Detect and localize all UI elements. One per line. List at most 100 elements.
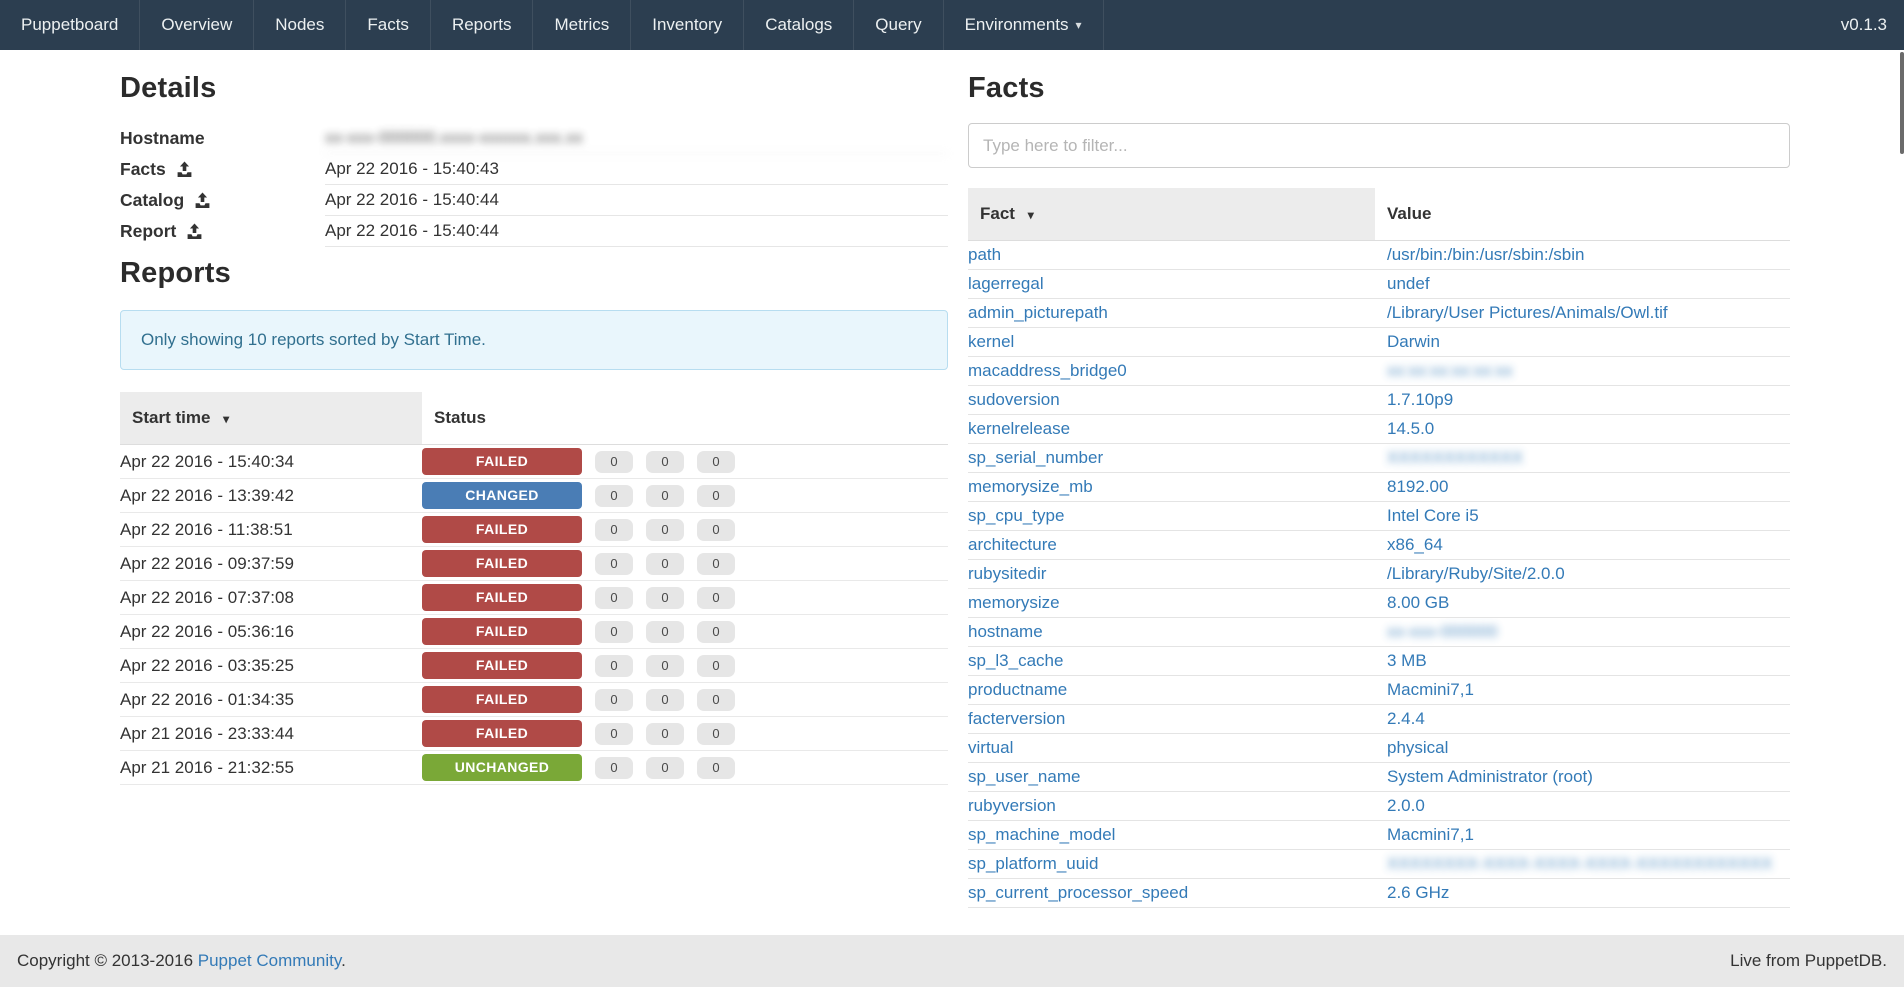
table-row: memorysize_mb 8192.00 xyxy=(968,472,1790,502)
fact-link[interactable]: rubyversion xyxy=(968,796,1056,815)
fact-name-cell: virtual xyxy=(968,733,1375,763)
fact-link[interactable]: lagerregal xyxy=(968,274,1044,293)
table-row: memorysize 8.00 GB xyxy=(968,588,1790,618)
nav-item-reports[interactable]: Reports xyxy=(431,0,534,50)
metric-counter: 0 xyxy=(595,756,633,779)
nav-item-environments[interactable]: Environments ▾ xyxy=(944,0,1104,50)
fact-name-cell: lagerregal xyxy=(968,269,1375,299)
fact-link[interactable]: productname xyxy=(968,680,1068,699)
nav-item-query[interactable]: Query xyxy=(854,0,944,50)
detail-row-hostname: Hostname xx-xxx-000000.xxxx-xxxxxx.xxx.x… xyxy=(120,123,948,154)
fact-link[interactable]: sp_machine_model xyxy=(968,825,1116,844)
fact-link[interactable]: sp_current_processor_speed xyxy=(968,883,1189,902)
fact-value: 1.7.10p9 xyxy=(1387,390,1454,409)
table-row: sp_platform_uuid XXXXXXXX-XXXX-XXXX-XXXX-… xyxy=(968,849,1790,879)
puppet-community-link[interactable]: Puppet Community xyxy=(197,951,342,970)
column-header-value[interactable]: Value xyxy=(1375,188,1790,241)
fact-name-cell: sp_l3_cache xyxy=(968,646,1375,676)
fact-name-cell: sp_current_processor_speed xyxy=(968,878,1375,908)
metric-counter: 0 xyxy=(697,450,735,473)
fact-value: Intel Core i5 xyxy=(1387,506,1479,525)
metric-counter: 0 xyxy=(595,654,633,677)
status-badge: FAILED xyxy=(422,686,582,713)
metric-counter: 0 xyxy=(595,518,633,541)
nav-item-metrics[interactable]: Metrics xyxy=(533,0,632,50)
fact-link[interactable]: memorysize xyxy=(968,593,1060,612)
fact-link[interactable]: macaddress_bridge0 xyxy=(968,361,1127,380)
fact-name-cell: rubyversion xyxy=(968,791,1375,821)
puppetdb-status-text: Live from PuppetDB. xyxy=(1730,951,1887,970)
fact-value-cell: XXXXXXXX-XXXX-XXXX-XXXX-XXXXXXXXXXXX xyxy=(1375,849,1790,879)
detail-label: Catalog xyxy=(120,190,185,210)
node-details-column: Details Hostname xx-xxx-000000.xxxx-xxxx… xyxy=(120,62,948,935)
fact-value: /usr/bin:/bin:/usr/sbin:/sbin xyxy=(1387,245,1585,264)
status-badge: FAILED xyxy=(422,720,582,747)
report-status-cell: FAILED 0 0 0 xyxy=(422,648,948,683)
fact-link[interactable]: facterversion xyxy=(968,709,1066,728)
nav-items: Overview Nodes Facts Reports Metrics Inventor… xyxy=(140,0,944,50)
fact-link[interactable]: memorysize_mb xyxy=(968,477,1093,496)
metric-counter: 0 xyxy=(595,484,633,507)
fact-link[interactable]: architecture xyxy=(968,535,1057,554)
nav-item-nodes[interactable]: Nodes xyxy=(254,0,347,50)
fact-link[interactable]: sp_cpu_type xyxy=(968,506,1065,525)
upload-icon[interactable] xyxy=(194,192,211,209)
metric-counter: 0 xyxy=(646,756,684,779)
column-header-start-time[interactable]: Start time ▾ xyxy=(120,392,422,445)
metric-counter: 0 xyxy=(697,722,735,745)
fact-link[interactable]: kernel xyxy=(968,332,1015,351)
sort-desc-icon: ▾ xyxy=(223,412,230,426)
vertical-scrollbar-thumb[interactable] xyxy=(1900,52,1904,154)
nav-item-inventory[interactable]: Inventory xyxy=(631,0,745,50)
table-row: sp_l3_cache 3 MB xyxy=(968,646,1790,676)
fact-link[interactable]: virtual xyxy=(968,738,1014,757)
metric-counter: 0 xyxy=(646,450,684,473)
fact-link[interactable]: sp_l3_cache xyxy=(968,651,1064,670)
upload-icon[interactable] xyxy=(176,161,193,178)
fact-link[interactable]: sp_serial_number xyxy=(968,448,1104,467)
table-row: macaddress_bridge0 xx:xx:xx:xx:xx:xx xyxy=(968,356,1790,386)
details-list: Hostname xx-xxx-000000.xxxx-xxxxxx.xxx.x… xyxy=(120,123,948,247)
chevron-down-icon: ▾ xyxy=(1075,18,1082,32)
reports-table: Start time ▾ Status Apr 22 2016 - 15:40:… xyxy=(120,392,948,785)
column-header-fact[interactable]: Fact ▾ xyxy=(968,188,1375,241)
fact-value-cell: 2.6 GHz xyxy=(1375,878,1790,908)
reports-title: Reports xyxy=(120,257,231,289)
table-row: Apr 22 2016 - 09:37:59 FAILED 0 0 0 xyxy=(120,546,948,581)
fact-name-cell: kernel xyxy=(968,327,1375,357)
info-alert-text: Only showing 10 reports sorted by Start … xyxy=(141,330,486,349)
status-badge: FAILED xyxy=(422,618,582,645)
fact-link[interactable]: sp_user_name xyxy=(968,767,1081,786)
table-row: productname Macmini7,1 xyxy=(968,675,1790,705)
nav-item-overview[interactable]: Overview xyxy=(140,0,255,50)
fact-name-cell: architecture xyxy=(968,530,1375,560)
status-badge: FAILED xyxy=(422,652,582,679)
fact-link[interactable]: kernelrelease xyxy=(968,419,1071,438)
status-badge: UNCHANGED xyxy=(422,754,582,781)
fact-value-cell: Intel Core i5 xyxy=(1375,501,1790,531)
table-row: sudoversion 1.7.10p9 xyxy=(968,385,1790,415)
nav-item-facts[interactable]: Facts xyxy=(346,0,431,50)
fact-name-cell: sp_platform_uuid xyxy=(968,849,1375,879)
fact-value-cell: 3 MB xyxy=(1375,646,1790,676)
upload-icon[interactable] xyxy=(186,223,203,240)
column-header-status[interactable]: Status xyxy=(422,392,948,445)
fact-link[interactable]: rubysitedir xyxy=(968,564,1047,583)
report-start-time: Apr 22 2016 - 13:39:42 xyxy=(120,478,422,513)
table-row: kernel Darwin xyxy=(968,327,1790,357)
facts-filter-input[interactable] xyxy=(968,123,1790,168)
fact-link[interactable]: sp_platform_uuid xyxy=(968,854,1099,873)
nav-item-catalogs[interactable]: Catalogs xyxy=(744,0,855,50)
report-status-cell: FAILED 0 0 0 xyxy=(422,716,948,751)
table-row: virtual physical xyxy=(968,733,1790,763)
fact-link[interactable]: path xyxy=(968,245,1002,264)
fact-value-cell: physical xyxy=(1375,733,1790,763)
fact-link[interactable]: admin_picturepath xyxy=(968,303,1108,322)
metric-counter: 0 xyxy=(697,586,735,609)
fact-value: physical xyxy=(1387,738,1449,757)
navbar-brand[interactable]: Puppetboard xyxy=(0,0,141,50)
footer: Copyright © 2013-2016 Puppet Community. … xyxy=(0,935,1904,987)
fact-link[interactable]: hostname xyxy=(968,622,1043,641)
fact-link[interactable]: sudoversion xyxy=(968,390,1060,409)
metric-counter: 0 xyxy=(595,722,633,745)
